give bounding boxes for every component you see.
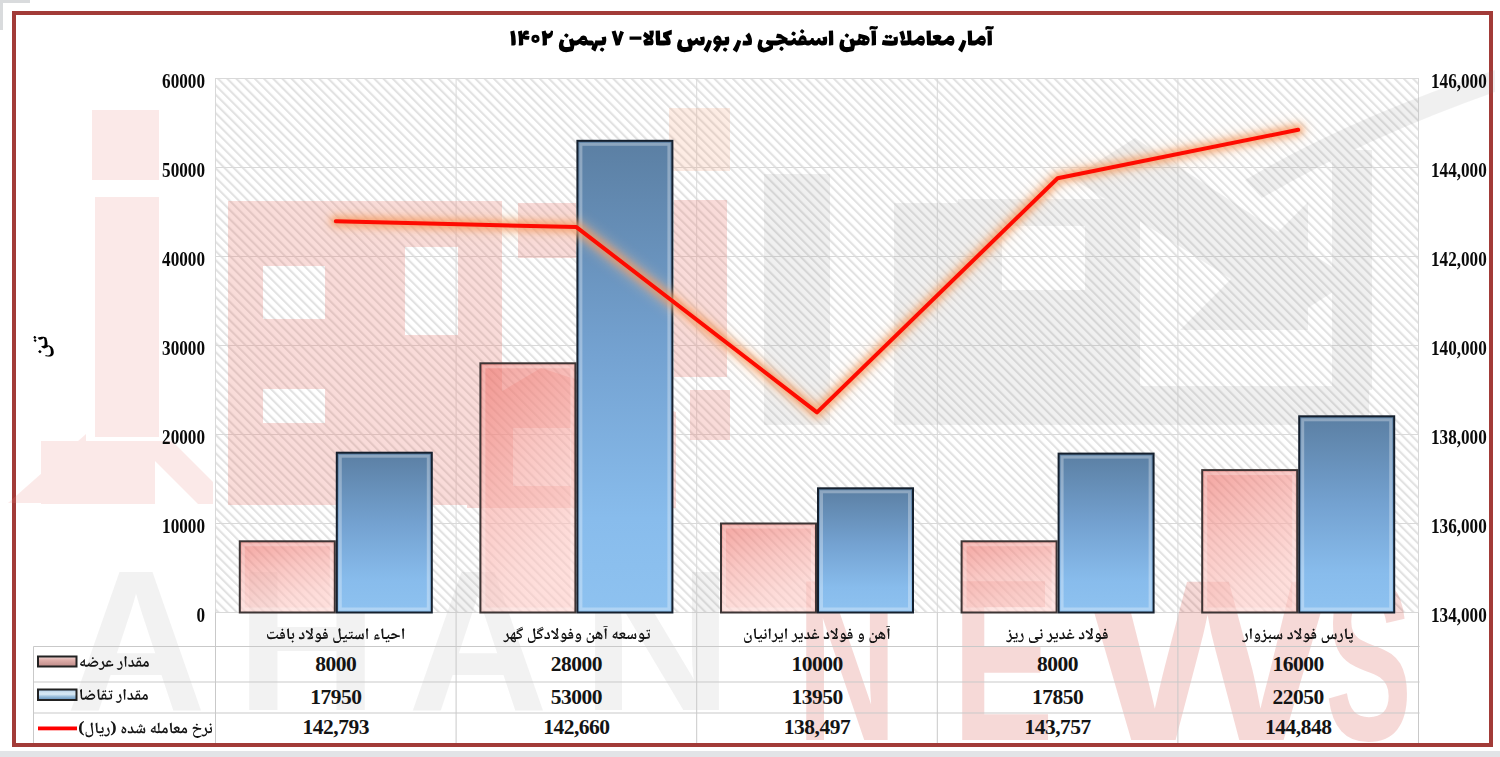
svg-text:A: A [66, 529, 206, 752]
